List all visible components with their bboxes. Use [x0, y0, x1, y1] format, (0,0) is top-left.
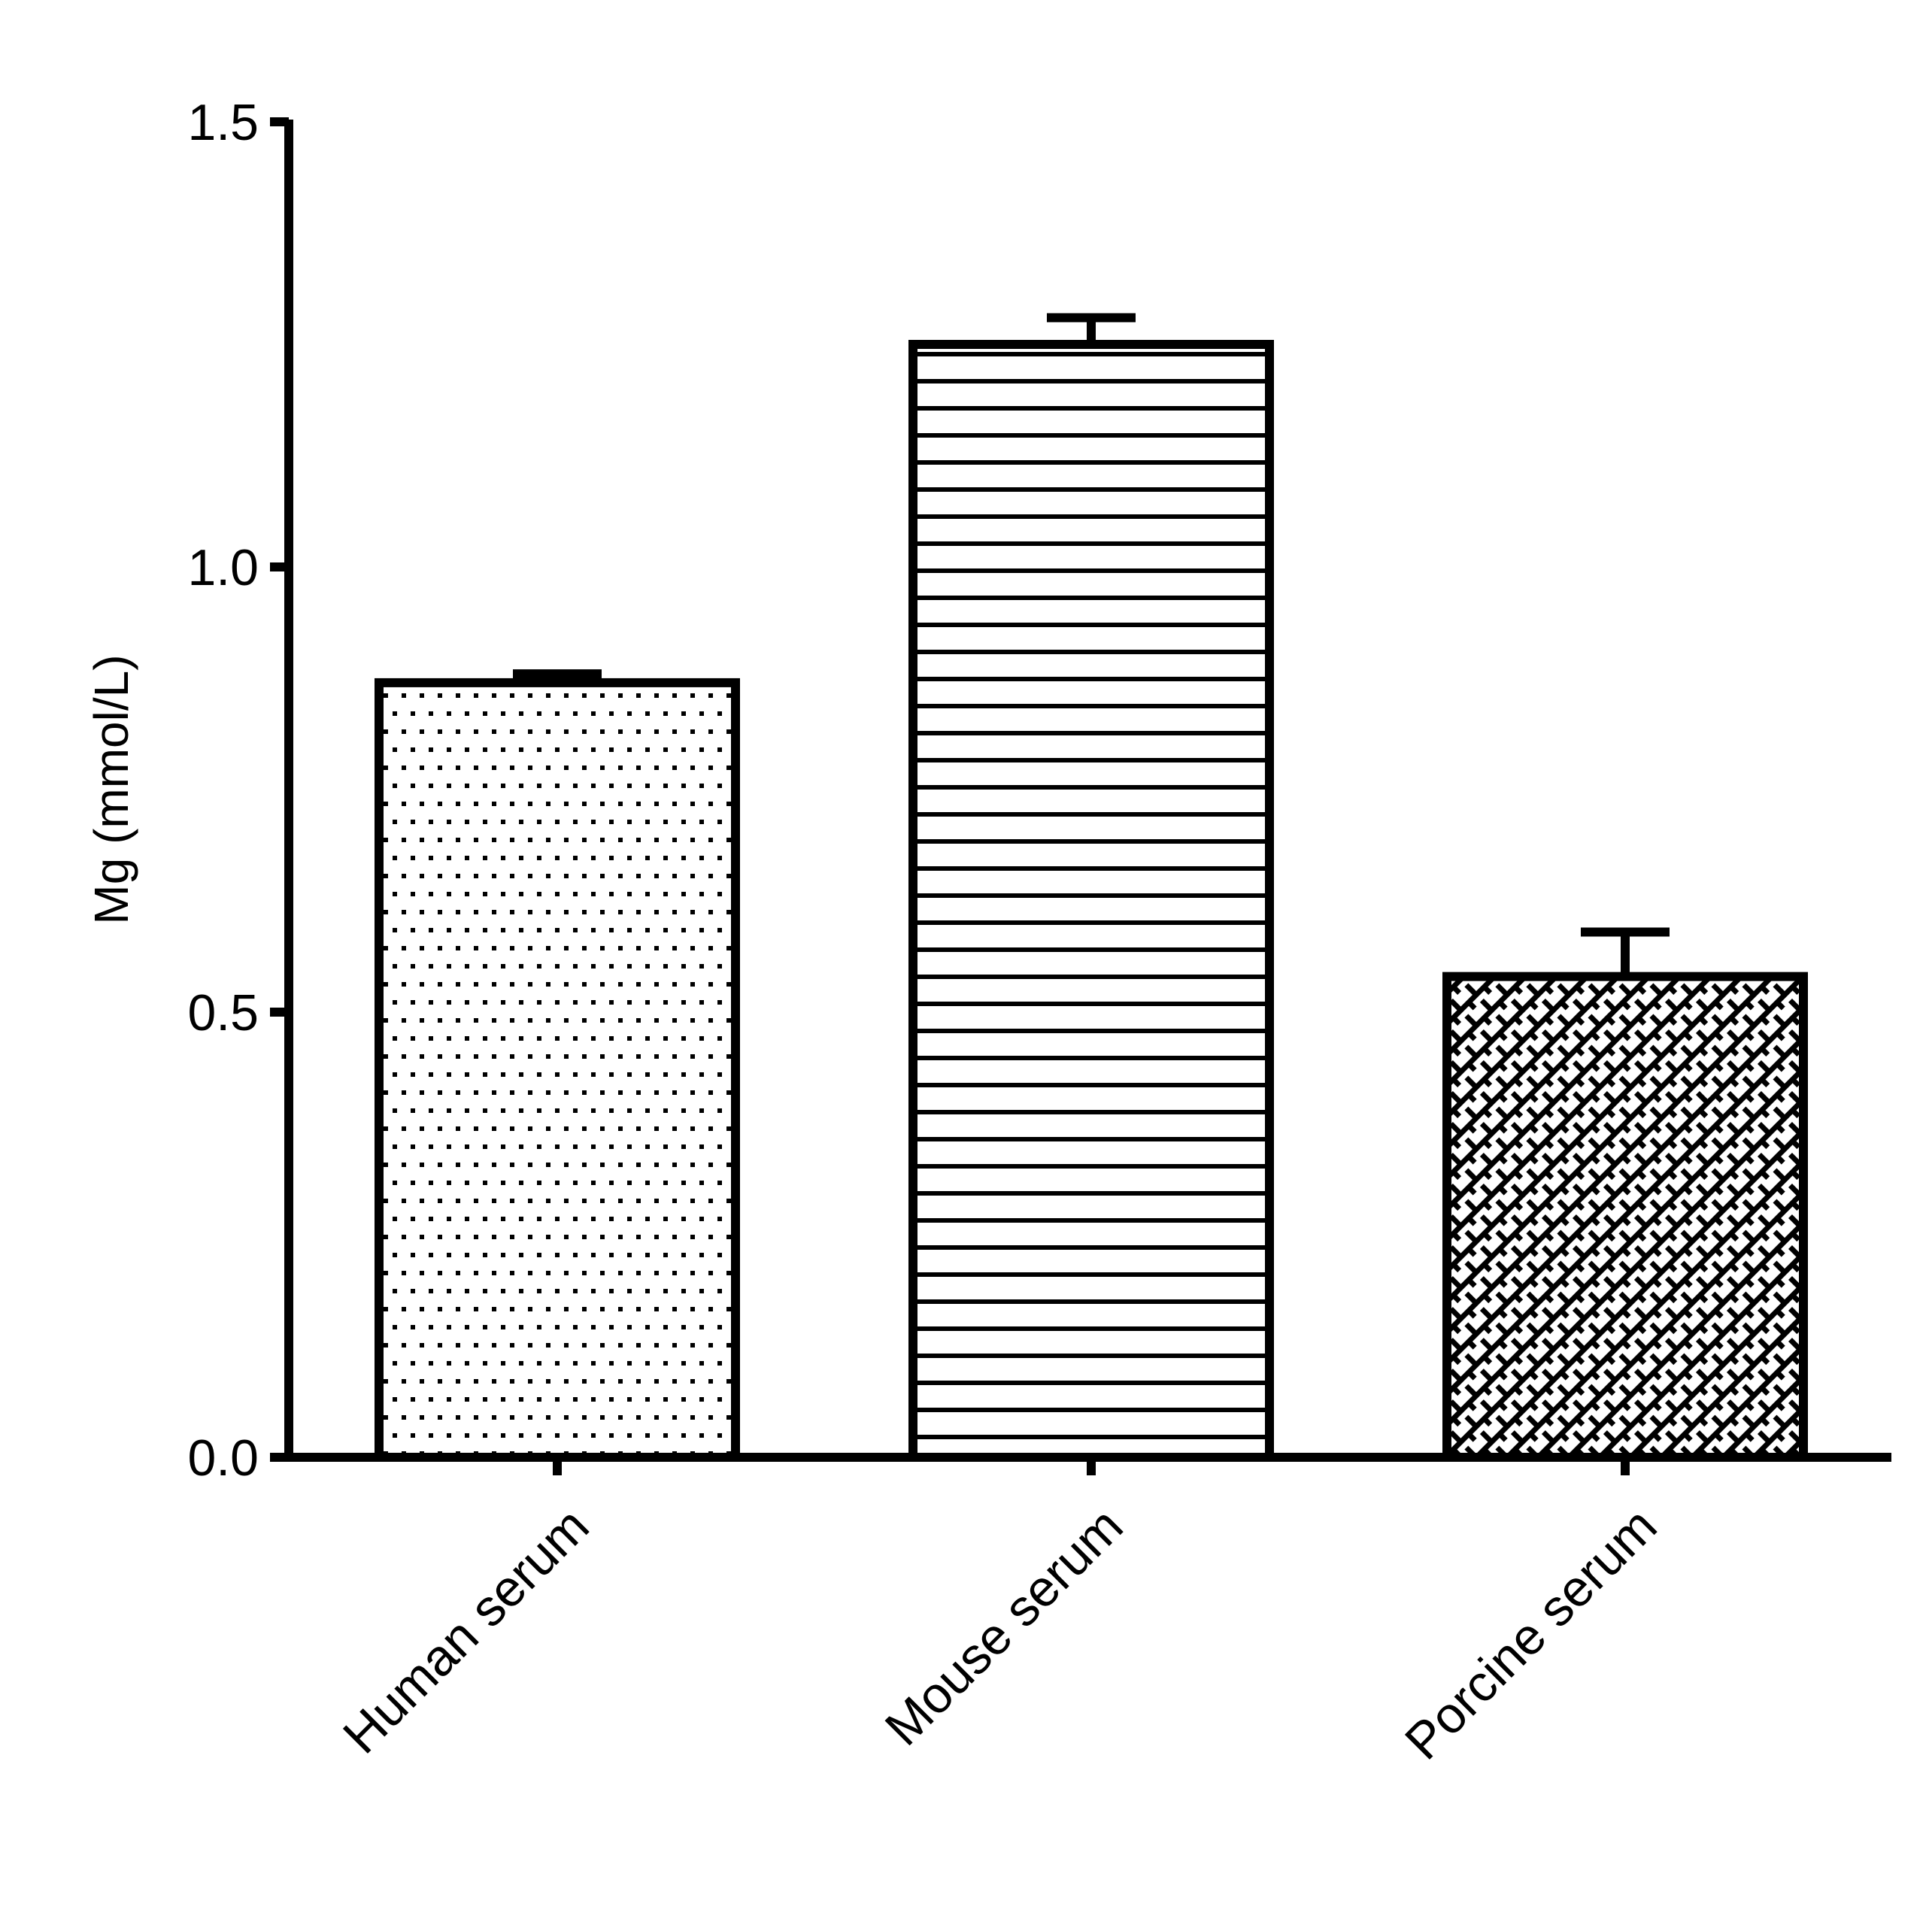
y-axis-label: Mg (mmol/L) [84, 654, 138, 924]
y-tick-label: 0.0 [187, 1429, 259, 1487]
x-tick-label: Human serum [332, 1497, 600, 1765]
y-tick-label: 1.0 [187, 539, 259, 596]
bar-mouse-serum [908, 313, 1274, 1462]
y-tick-label: 0.5 [187, 984, 259, 1041]
svg-text:Mg (mmol/L): Mg (mmol/L) [84, 654, 138, 924]
x-tick-label: Mouse serum [875, 1497, 1134, 1757]
bar-porcine-serum [1442, 927, 1808, 1462]
bar-rect [1442, 972, 1808, 1462]
x-tick-label: Porcine serum [1394, 1497, 1668, 1771]
y-axis: 0.0 0.5 1.0 1.5 [187, 94, 293, 1487]
bar-rect [375, 678, 740, 1462]
x-axis: Human serum Mouse serum Porcine serum [284, 1453, 1891, 1771]
bar-rect [908, 340, 1274, 1462]
y-tick-label: 1.5 [187, 94, 259, 151]
bars [375, 313, 1808, 1462]
bar-human-serum [375, 669, 740, 1462]
